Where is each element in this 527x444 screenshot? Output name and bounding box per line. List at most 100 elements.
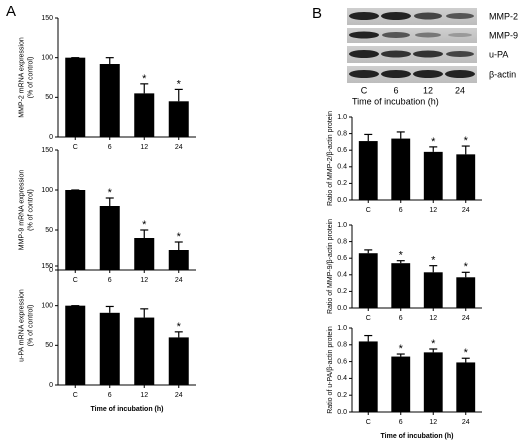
x-tick-label: 12 [140, 144, 148, 151]
band [446, 51, 474, 57]
y-tick-label: 0.8 [337, 130, 347, 137]
western-blot: MMP-2 MMP-9 u-PA β-actin C 6 12 24 Time … [347, 8, 518, 106]
y-tick-label: 0.4 [337, 375, 347, 382]
band [349, 12, 379, 20]
x-tick-label: 6 [399, 419, 403, 426]
x-tick-label: 24 [175, 277, 183, 284]
y-tick-label: 0 [49, 382, 53, 389]
x-axis-label: Time of incubation (h) [91, 406, 164, 413]
bar [456, 154, 476, 200]
blot-strip [347, 66, 477, 83]
significance-mark: * [464, 347, 469, 359]
y-tick-label: 150 [41, 263, 53, 270]
y-axis-label: MMP-9 mRNA expression [18, 170, 25, 251]
significance-mark: * [142, 219, 147, 231]
x-tick-label: 12 [429, 419, 437, 426]
bar [168, 101, 189, 137]
panel-label: A [6, 3, 16, 20]
band [349, 31, 379, 39]
y-tick-label: 0.2 [337, 288, 347, 295]
band [413, 70, 443, 78]
band [445, 70, 475, 78]
x-tick-label: C [366, 207, 371, 214]
y-tick-label: 0.8 [337, 342, 347, 349]
bar [134, 317, 155, 385]
x-tick-label: C [73, 144, 78, 151]
x-tick-label: 6 [108, 277, 112, 284]
bar [134, 238, 155, 270]
y-tick-label: 0.6 [337, 255, 347, 262]
lane-label: 6 [393, 85, 398, 95]
band-label: u-PA [489, 49, 508, 59]
bar [423, 272, 443, 308]
y-tick-label: 0.0 [337, 305, 347, 312]
y-tick-label: 150 [41, 147, 53, 154]
bar [168, 250, 189, 270]
bar [391, 138, 411, 200]
bar [358, 141, 378, 200]
y-tick-label: 100 [41, 55, 53, 62]
band [381, 70, 411, 78]
bar [456, 277, 476, 308]
x-tick-label: C [73, 277, 78, 284]
x-tick-label: 24 [175, 392, 183, 399]
bar [99, 206, 120, 270]
y-axis-label: Ratio of u-PA/β-actin protein [327, 326, 334, 414]
blot-strip [347, 8, 477, 25]
x-tick-label: 6 [399, 207, 403, 214]
significance-mark: * [431, 136, 436, 148]
band [381, 50, 411, 58]
significance-mark: * [399, 250, 404, 262]
bar [456, 362, 476, 412]
y-tick-label: 0 [49, 267, 53, 274]
blot-xlabel: Time of incubation (h) [352, 96, 439, 106]
band-label: β-actin [489, 69, 516, 79]
x-tick-label: 12 [429, 315, 437, 322]
x-tick-label: 12 [140, 392, 148, 399]
y-axis-label: (% of control) [27, 305, 34, 347]
bar [391, 263, 411, 308]
y-tick-label: 100 [41, 303, 53, 310]
y-tick-label: 0.4 [337, 272, 347, 279]
band [448, 33, 472, 37]
x-tick-label: 24 [462, 315, 470, 322]
bar [134, 93, 155, 137]
band [413, 50, 443, 58]
x-tick-label: 12 [429, 207, 437, 214]
y-tick-label: 0.4 [337, 164, 347, 171]
significance-mark: * [431, 338, 436, 350]
blot-strip [347, 28, 477, 43]
bar [99, 312, 120, 385]
band [415, 32, 441, 38]
lane-label: C [361, 85, 368, 95]
x-tick-label: 24 [462, 419, 470, 426]
y-tick-label: 50 [45, 94, 53, 101]
band [414, 12, 442, 20]
panel-label: B [312, 5, 322, 22]
lane-label: 24 [455, 85, 465, 95]
x-tick-label: 6 [399, 315, 403, 322]
bar [358, 253, 378, 308]
x-tick-label: 6 [108, 392, 112, 399]
band [349, 50, 379, 58]
y-tick-label: 1.0 [337, 114, 347, 121]
significance-mark: * [464, 261, 469, 273]
y-tick-label: 50 [45, 227, 53, 234]
y-tick-label: 0.6 [337, 147, 347, 154]
significance-mark: * [399, 343, 404, 355]
y-tick-label: 1.0 [337, 325, 347, 332]
x-tick-label: 24 [462, 207, 470, 214]
significance-mark: * [431, 255, 436, 267]
bar [423, 151, 443, 200]
bar [168, 337, 189, 385]
significance-mark: * [177, 231, 182, 243]
y-tick-label: 0.6 [337, 358, 347, 365]
x-tick-label: C [73, 392, 78, 399]
y-tick-label: 1.0 [337, 222, 347, 229]
x-axis-label: Time of incubation (h) [381, 433, 454, 440]
band [382, 32, 410, 38]
y-tick-label: 0.8 [337, 238, 347, 245]
bar [65, 57, 86, 137]
band-label: MMP-9 [489, 30, 518, 40]
band [349, 70, 379, 78]
